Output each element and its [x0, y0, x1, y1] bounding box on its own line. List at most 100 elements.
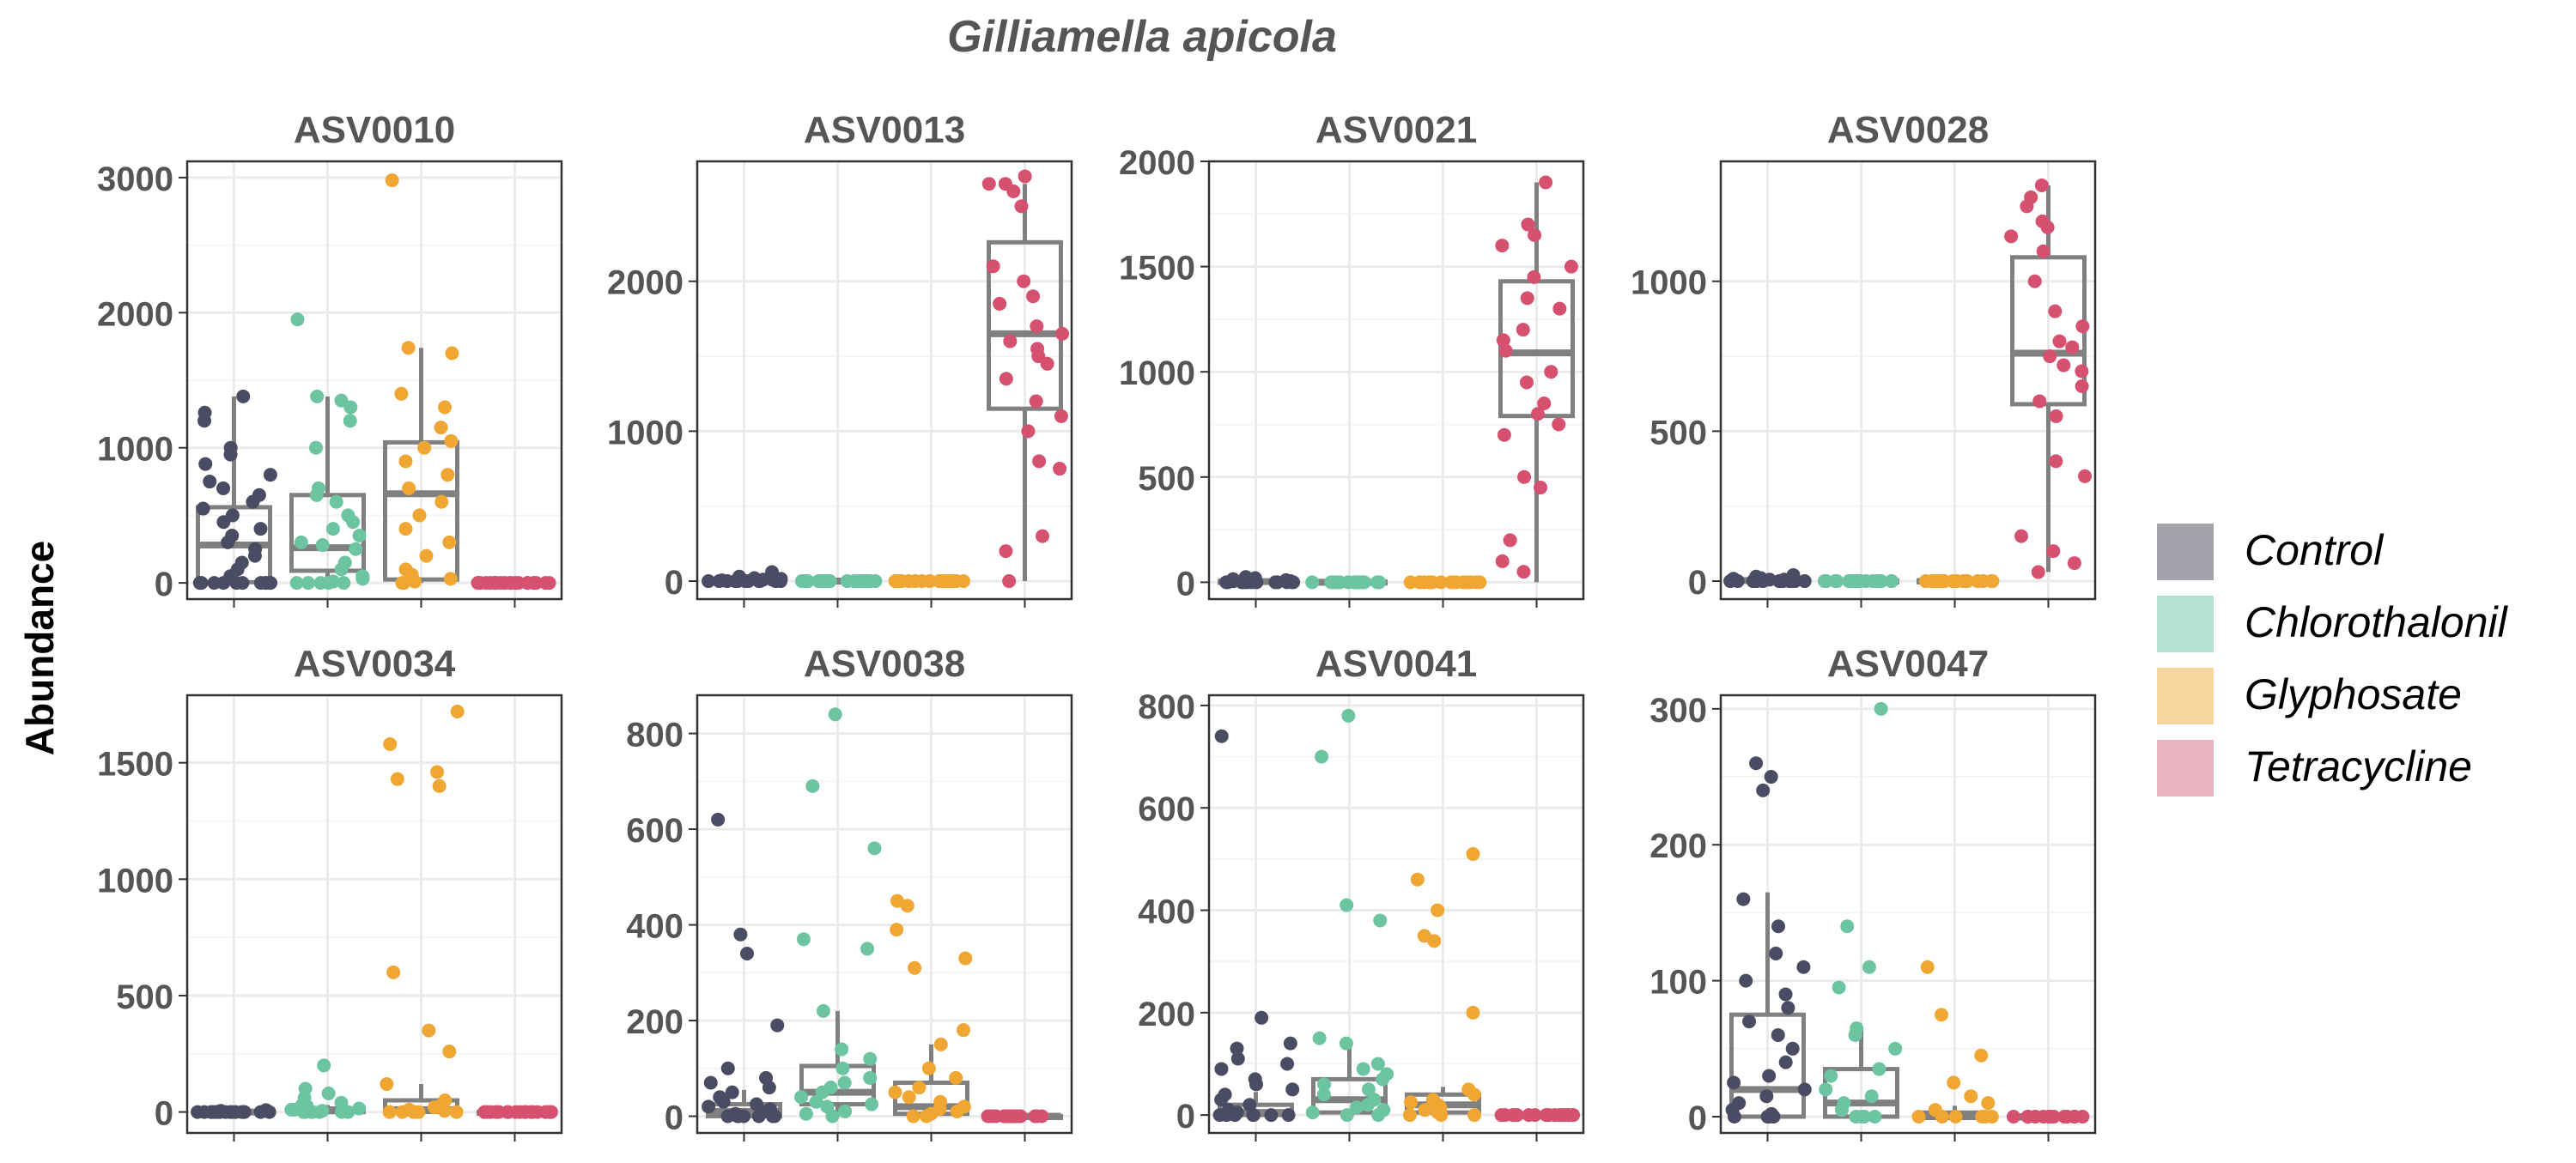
data-point — [478, 576, 493, 591]
data-point — [1498, 1108, 1512, 1123]
data-point — [1778, 1055, 1793, 1069]
data-point — [434, 421, 448, 435]
legend-item-glyphosate: Glyphosate — [2157, 668, 2462, 724]
data-point — [419, 548, 434, 563]
data-point — [1496, 333, 1510, 348]
data-point — [1312, 1031, 1327, 1045]
data-point — [1367, 1093, 1382, 1107]
data-point — [2014, 529, 2029, 543]
data-point — [1466, 846, 1480, 861]
data-point — [1516, 323, 1530, 337]
data-point — [1781, 1001, 1795, 1015]
data-point — [1380, 1067, 1394, 1081]
data-point — [999, 544, 1013, 559]
data-point — [902, 574, 916, 589]
data-point — [1242, 1098, 1257, 1112]
data-point — [1769, 946, 1783, 960]
data-point — [835, 1042, 849, 1057]
y-tick-label: 500 — [1649, 414, 1707, 451]
data-point — [732, 569, 746, 584]
data-point — [449, 1105, 464, 1119]
data-point — [711, 812, 726, 827]
data-point — [1874, 701, 1888, 716]
panel-asv0034: ASV0034 0 500 1000 1500 — [97, 643, 563, 1142]
data-point — [1727, 1075, 1741, 1090]
data-point — [1819, 574, 1833, 589]
y-tick-label: 0 — [665, 1099, 683, 1136]
y-tick-label: 1000 — [97, 431, 173, 469]
points-control — [1723, 568, 1812, 589]
points-glyphosate — [1402, 846, 1482, 1123]
data-point — [958, 951, 973, 966]
data-point — [1539, 175, 1553, 190]
data-point — [1771, 1027, 1785, 1042]
data-point — [1764, 770, 1778, 784]
panel-asv0013: ASV0013 0 1000 2000 — [607, 109, 1073, 608]
legend-swatch — [2157, 596, 2214, 652]
data-point — [225, 1105, 240, 1119]
panel-border — [1207, 160, 1585, 601]
data-point — [1230, 1051, 1245, 1066]
y-tick-label: 500 — [116, 978, 173, 1016]
panel-title: ASV0041 — [1315, 643, 1477, 685]
data-point — [298, 1081, 313, 1096]
data-point — [1053, 462, 1067, 476]
data-point — [2035, 214, 2050, 228]
y-tick-label: 200 — [626, 1003, 683, 1041]
data-point — [1373, 913, 1388, 928]
data-point — [1870, 574, 1885, 589]
data-point — [223, 440, 238, 455]
data-point — [1509, 1108, 1523, 1123]
data-point — [1984, 1109, 1999, 1124]
data-point — [1971, 574, 1985, 589]
data-point — [289, 576, 304, 591]
data-point — [762, 1102, 777, 1117]
data-point — [2031, 565, 2045, 579]
legend-swatch — [2157, 524, 2214, 580]
data-point — [1445, 575, 1460, 590]
data-point — [1974, 1048, 1989, 1063]
data-point — [1778, 987, 1793, 1002]
data-point — [1214, 1062, 1229, 1076]
data-point — [823, 1081, 838, 1095]
y-tick-label: 0 — [1688, 1099, 1707, 1137]
data-point — [1832, 980, 1846, 995]
data-point — [861, 574, 876, 589]
data-point — [438, 400, 453, 415]
data-point — [502, 576, 517, 591]
data-point — [1035, 1109, 1049, 1124]
data-point — [2032, 394, 2047, 409]
data-point — [1819, 1082, 1833, 1097]
data-point — [1851, 574, 1866, 589]
y-tick-label: 200 — [1649, 827, 1707, 865]
data-point — [301, 576, 315, 591]
data-point — [1017, 274, 1031, 288]
legend-item-chlorothalonil: Chlorothalonil — [2157, 596, 2509, 652]
data-point — [1340, 1108, 1354, 1123]
data-point — [765, 565, 780, 579]
y-tick-label: 1000 — [1631, 264, 1707, 302]
data-point — [890, 893, 904, 908]
data-point — [1466, 1005, 1480, 1020]
points-tetracycline — [981, 169, 1070, 589]
data-point — [799, 574, 814, 589]
y-tick-label: 200 — [1138, 996, 1195, 1033]
points-chlorothalonil — [1305, 708, 1394, 1123]
data-point — [890, 923, 904, 937]
data-point — [1520, 375, 1534, 390]
data-point — [412, 508, 427, 523]
points-tetracycline — [477, 1105, 558, 1119]
data-point — [194, 576, 209, 591]
data-point — [2004, 229, 2019, 244]
data-point — [2075, 364, 2089, 379]
panel-title: ASV0010 — [294, 109, 455, 151]
data-point — [216, 481, 231, 495]
data-point — [703, 1075, 718, 1090]
data-point — [828, 707, 842, 722]
data-point — [933, 1037, 948, 1051]
data-point — [290, 312, 305, 327]
data-point — [343, 414, 357, 428]
data-point — [1868, 1109, 1882, 1124]
data-point — [398, 454, 413, 469]
